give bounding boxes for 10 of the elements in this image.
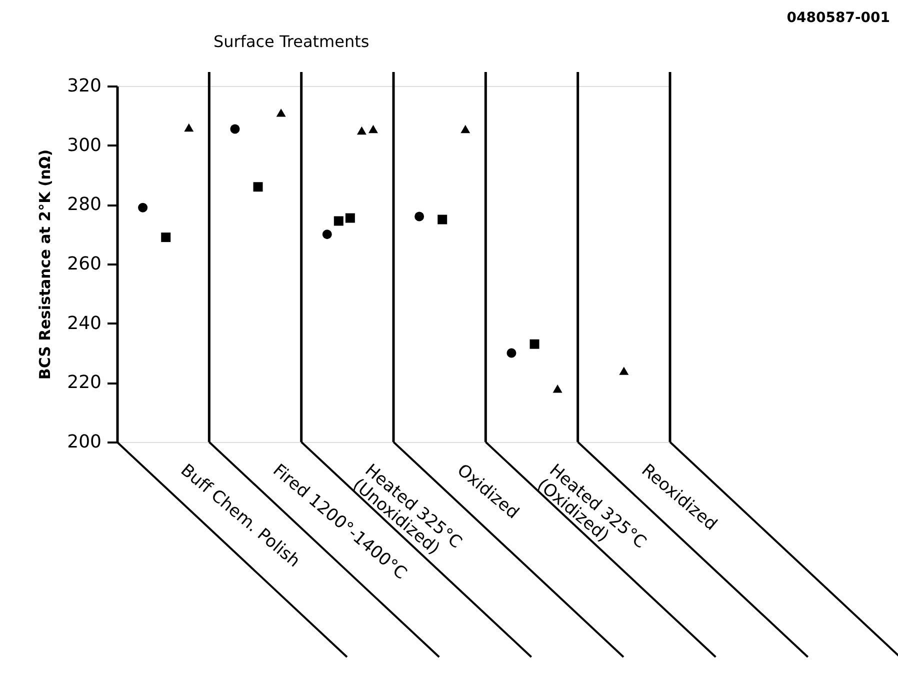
y-tick-label: 260 [67,254,102,274]
y-tick-label: 280 [67,194,102,216]
text: 0480587-001 [786,10,890,26]
y-tick-label: 320 [67,76,102,96]
y-axis-title: BCS Resistance at 2°K (nΩ) [36,149,54,380]
y-tick-label: 240 [67,312,102,334]
y-tick-label: 200 [67,432,102,452]
chart-title: Surface Treatments [213,32,370,51]
y-tick-label: 300 [67,134,102,156]
y-tick-label: 220 [67,372,102,394]
